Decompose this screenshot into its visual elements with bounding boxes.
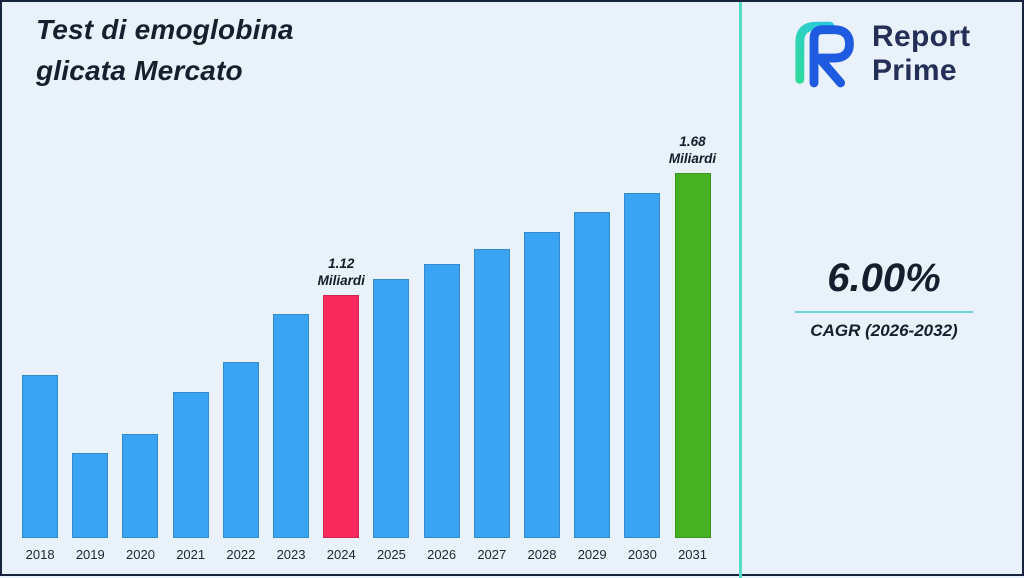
bar-2025	[373, 279, 410, 538]
logo-word-report: Report	[872, 19, 971, 53]
axis-label-2030: 2030	[627, 547, 657, 562]
bar-column-2030: 2030	[617, 193, 667, 564]
bar-column-2023: 2023	[266, 314, 316, 564]
page-title: Test di emoglobina glicata Mercato	[36, 14, 294, 86]
axis-label-2029: 2029	[577, 547, 607, 562]
logo-word-prime: Prime	[872, 53, 957, 87]
axis-label-2023: 2023	[276, 547, 306, 562]
axis-label-2026: 2026	[427, 547, 457, 562]
cagr-value: 6.00%	[827, 256, 941, 300]
bar-2022	[222, 362, 259, 538]
axis-label-2024: 2024	[326, 547, 356, 562]
bar-annotation-2031: 1.68 Miliardi	[668, 133, 717, 167]
logo-wordmark: Report Prime	[872, 20, 970, 88]
axis-label-2020: 2020	[126, 547, 155, 562]
bar-2023	[273, 314, 310, 538]
bar-chart: 2018 2019 2020 2021 2022 2023 1.12 Miliardi 2024…	[15, 133, 718, 564]
bar-2027	[473, 249, 510, 538]
bar-column-2021: 2021	[166, 392, 216, 564]
bar-2020	[122, 434, 159, 538]
bar-2030	[624, 193, 661, 538]
cagr-underline	[795, 311, 973, 313]
bar-2024	[323, 295, 360, 538]
bar-column-2024: 1.12 Miliardi 2024	[316, 255, 366, 564]
axis-label-2025: 2025	[376, 547, 406, 562]
bar-column-2028: 2028	[517, 232, 567, 564]
axis-label-2019: 2019	[75, 547, 105, 562]
bar-column-2027: 2027	[467, 249, 517, 564]
bar-2029	[574, 212, 611, 538]
bar-2018	[22, 375, 59, 538]
bar-column-2019: 2019	[65, 453, 115, 564]
bar-column-2029: 2029	[567, 212, 617, 564]
bar-2026	[423, 264, 460, 538]
cagr-stat: 6.00% CAGR (2026-2032)	[752, 256, 1016, 341]
vertical-divider	[739, 2, 742, 578]
axis-label-2021: 2021	[176, 547, 206, 562]
bar-2028	[523, 232, 560, 538]
bar-column-2026: 2026	[417, 264, 467, 564]
bar-column-2025: 2025	[366, 279, 416, 564]
report-prime-logo: Report Prime	[782, 12, 970, 95]
bar-2019	[72, 453, 109, 538]
axis-label-2031: 2031	[678, 547, 707, 562]
axis-label-2027: 2027	[477, 547, 507, 562]
bar-column-2031: 1.68 Miliardi 2031	[667, 133, 717, 564]
bar-annotation-2024: 1.12 Miliardi	[317, 255, 365, 289]
bar-column-2022: 2022	[216, 362, 266, 564]
axis-label-2018: 2018	[25, 547, 55, 562]
bar-2031	[674, 173, 711, 538]
bar-2021	[172, 392, 209, 538]
axis-label-2028: 2028	[527, 547, 557, 562]
bar-column-2020: 2020	[115, 434, 165, 564]
cagr-label: CAGR (2026-2032)	[810, 321, 958, 340]
report-prime-logo-icon	[782, 12, 862, 95]
bar-column-2018: 2018	[15, 375, 65, 564]
axis-label-2022: 2022	[226, 547, 256, 562]
